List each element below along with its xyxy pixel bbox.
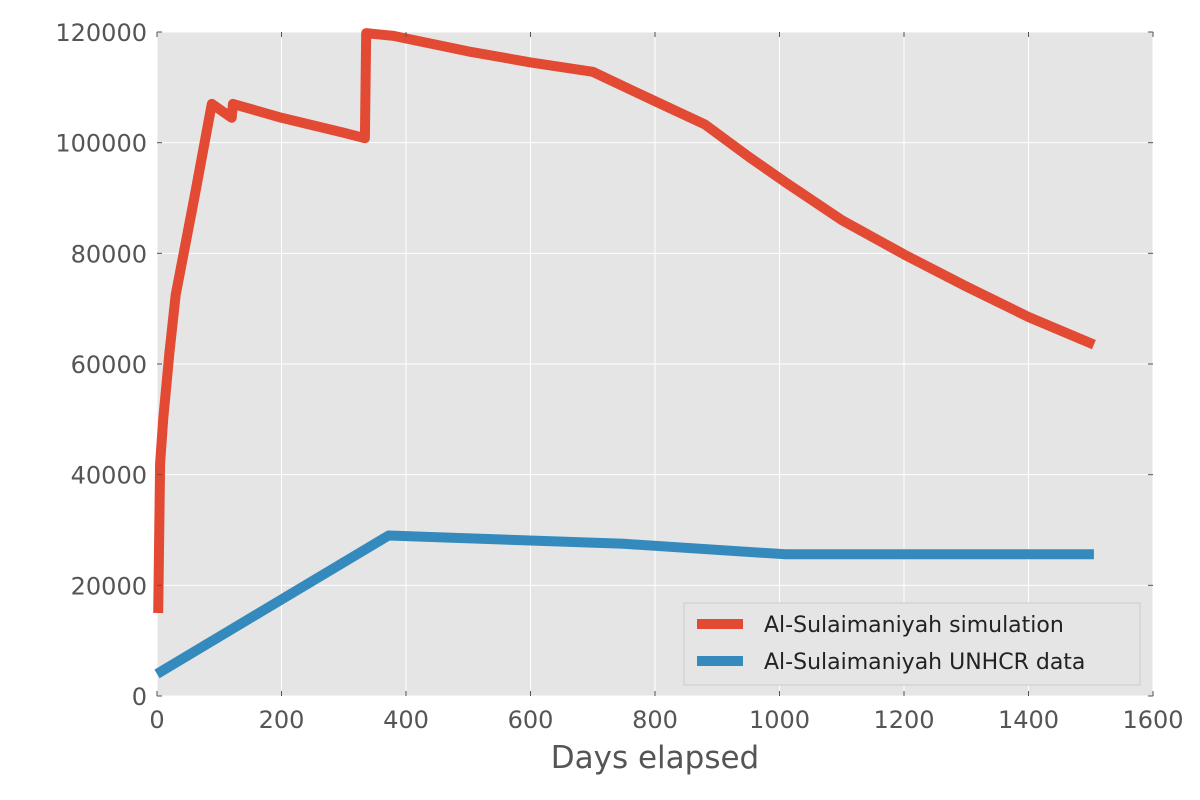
legend-box — [683, 602, 1141, 686]
x-tick-label: 1600 — [1122, 706, 1183, 734]
legend-label-unhcr-data: Al-Sulaimaniyah UNHCR data — [764, 650, 1085, 675]
y-tick-label: 80000 — [71, 240, 147, 268]
y-tick-label: 120000 — [55, 19, 147, 47]
x-tick-label: 1000 — [749, 706, 810, 734]
x-tick-label: 0 — [149, 706, 164, 734]
series-line-0 — [153, 28, 1096, 614]
y-tick-label: 100000 — [55, 130, 147, 158]
y-tick-label: 0 — [132, 683, 147, 711]
x-tick-label: 400 — [383, 706, 429, 734]
y-tick-label: 60000 — [71, 351, 147, 379]
legend: Al-Sulaimaniyah simulation Al-Sulaimaniy… — [683, 602, 1141, 686]
ticks: 0 200 400 600 800 1000 1200 1400 1600 0 20000 40000… — [55, 19, 1183, 734]
x-tick-label: 800 — [632, 706, 678, 734]
x-tick-label: 600 — [508, 706, 554, 734]
x-tick-label: 200 — [259, 706, 305, 734]
y-tick-label: 40000 — [71, 462, 147, 490]
y-tick-label: 20000 — [71, 572, 147, 600]
series-line-1 — [154, 530, 1094, 679]
legend-label-simulation: Al-Sulaimaniyah simulation — [764, 613, 1064, 638]
series-layer — [153, 28, 1096, 679]
x-axis-title: Days elapsed — [551, 740, 759, 776]
x-tick-label: 1400 — [998, 706, 1059, 734]
x-tick-label: 1200 — [873, 706, 934, 734]
